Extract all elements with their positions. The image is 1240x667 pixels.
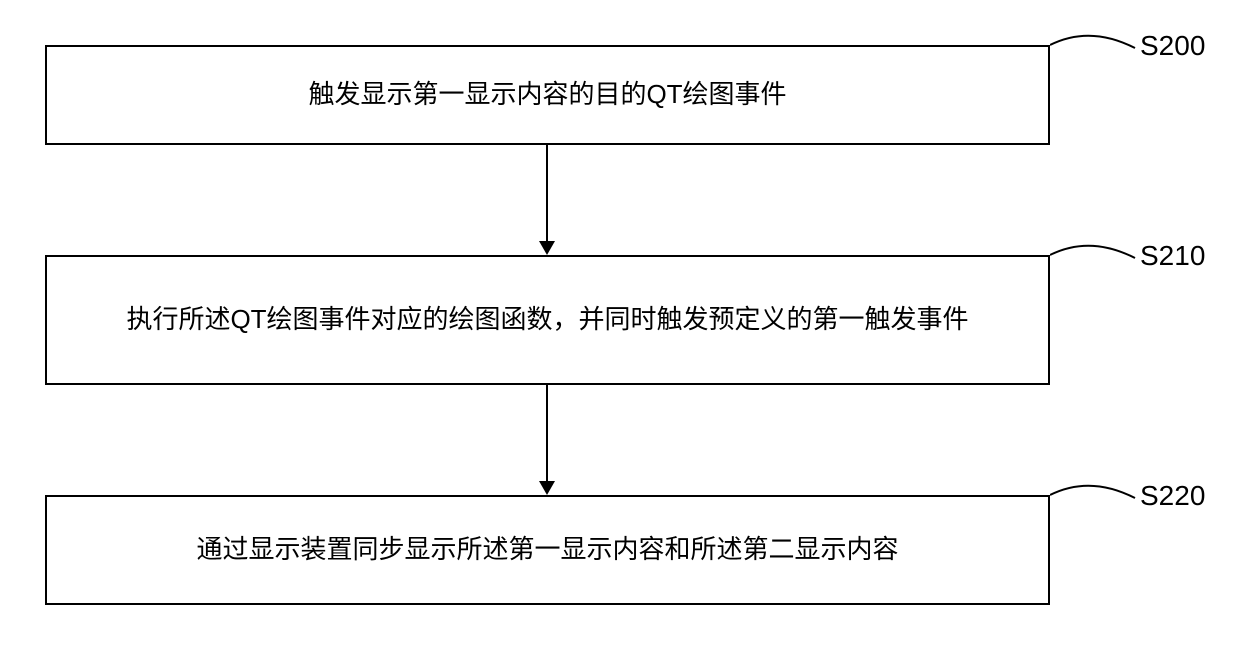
arrowhead-1-2	[539, 241, 555, 255]
arrowhead-2-3	[539, 481, 555, 495]
callout-curve-2	[1050, 240, 1140, 280]
callout-curve-3	[1050, 480, 1140, 520]
flow-step-2: 执行所述QT绘图事件对应的绘图函数，并同时触发预定义的第一触发事件	[45, 255, 1050, 385]
connector-1-2	[546, 145, 548, 241]
step-label-1: S200	[1140, 30, 1205, 62]
flow-step-3: 通过显示装置同步显示所述第一显示内容和所述第二显示内容	[45, 495, 1050, 605]
flow-step-2-text: 执行所述QT绘图事件对应的绘图函数，并同时触发预定义的第一触发事件	[126, 299, 968, 341]
callout-curve-1	[1050, 30, 1140, 70]
connector-2-3	[546, 385, 548, 481]
flow-step-1: 触发显示第一显示内容的目的QT绘图事件	[45, 45, 1050, 145]
step-label-3: S220	[1140, 480, 1205, 512]
flowchart-container: 触发显示第一显示内容的目的QT绘图事件 S200 执行所述QT绘图事件对应的绘图…	[0, 0, 1240, 667]
flow-step-3-text: 通过显示装置同步显示所述第一显示内容和所述第二显示内容	[196, 529, 898, 571]
step-label-2: S210	[1140, 240, 1205, 272]
flow-step-1-text: 触发显示第一显示内容的目的QT绘图事件	[308, 74, 786, 116]
